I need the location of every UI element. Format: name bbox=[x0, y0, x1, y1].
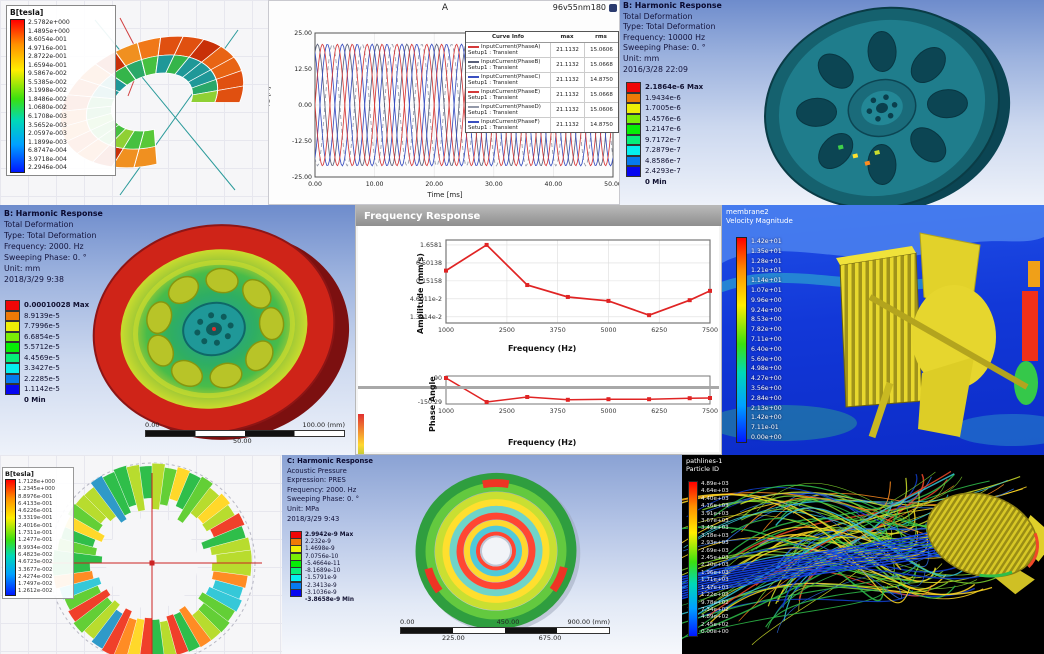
svg-text:4.6011e-2: 4.6011e-2 bbox=[410, 296, 442, 303]
curve-info-legend: Curve Info max rms InputCurrent(PhaseA) Setu… bbox=[465, 31, 619, 133]
acoustic-disc-render bbox=[415, 472, 581, 633]
pathlines-render bbox=[682, 470, 1044, 646]
svg-text:7500: 7500 bbox=[702, 327, 718, 334]
svg-text:0.50138: 0.50138 bbox=[416, 260, 442, 267]
model-badge-label: 96v55nm180 bbox=[552, 3, 606, 12]
model-icon bbox=[609, 3, 617, 12]
svg-text:-25.00: -25.00 bbox=[292, 174, 312, 181]
svg-text:50.00: 50.00 bbox=[604, 181, 620, 188]
panel-phase-currents: A 96v55nm180 25.00 12.50 0.00 -12.50 -25.00 0… bbox=[268, 0, 620, 205]
result-header: B: Harmonic Response Total Deformation T… bbox=[4, 209, 103, 284]
deformation-wheel-render bbox=[764, 6, 1011, 205]
panel-cfd-velocity: membrane2 Velocity Magnitude 1.42e+01 1.3… bbox=[722, 205, 1044, 455]
svg-text:6250: 6250 bbox=[651, 408, 667, 415]
svg-text:0.15158: 0.15158 bbox=[416, 278, 442, 285]
y-axis-label: Y1 [A] bbox=[268, 86, 272, 108]
svg-text:40.00: 40.00 bbox=[545, 181, 563, 188]
cfd-legend-title: membrane2 Velocity Magnitude bbox=[726, 208, 793, 225]
svg-text:25.00: 25.00 bbox=[294, 30, 312, 37]
flux-legend-scale: 1.7128e+000 1.2345e+000 8.8976e-001 6.4133e… bbox=[5, 479, 71, 596]
scale-ruler: 0.00 450.00 900.00 (mm) 225.00 675.00 bbox=[400, 618, 610, 642]
amplitude-axis-label: Amplitude (mm/s) bbox=[416, 253, 425, 334]
frequency-axis-label-2: Frequency (Hz) bbox=[508, 438, 577, 447]
svg-text:5000: 5000 bbox=[600, 408, 616, 415]
scale-ruler: 0.00 100.00 (mm) 50.00 bbox=[145, 421, 345, 445]
flux-legend: B[tesla] 2.5782e+000 1.4895e+000 8.6054e-0… bbox=[6, 5, 116, 176]
svg-text:6250: 6250 bbox=[651, 327, 667, 334]
svg-text:10.00: 10.00 bbox=[366, 181, 384, 188]
pathlines-legend-title: pathlines-1 Particle ID bbox=[686, 457, 723, 473]
legend-sliver bbox=[358, 414, 364, 454]
deformation-legend: 2.1864e-6 Max 1.9434e-6 1.7005e-6 1.4576e-6… bbox=[626, 82, 703, 187]
svg-text:-12.50: -12.50 bbox=[292, 138, 312, 145]
svg-text:1000: 1000 bbox=[438, 408, 454, 415]
svg-text:12.50: 12.50 bbox=[294, 66, 312, 73]
panel-maxwell-ring: B[tesla] 1.7128e+000 1.2345e+000 8.8976e-0… bbox=[0, 455, 282, 654]
cfd-field-render bbox=[722, 205, 1044, 446]
svg-text:2500: 2500 bbox=[499, 408, 515, 415]
result-header: C: Harmonic Response Acoustic Pressure E… bbox=[287, 457, 373, 523]
deformation-wheel-render bbox=[92, 224, 350, 440]
x-axis-label: Time [ms] bbox=[427, 191, 463, 199]
svg-text:3750: 3750 bbox=[550, 408, 566, 415]
particle-id-legend: 4.89e+03 4.64e+03 4.40e+03 4.16e+03 3.91e+03… bbox=[688, 481, 729, 637]
svg-text:90: 90 bbox=[434, 375, 442, 382]
flux-legend-title: B[tesla] bbox=[10, 8, 44, 17]
flux-legend-title: B[tesla] bbox=[5, 470, 34, 478]
freq-plot-area: 1000 2500 3750 5000 6250 7500 1.6581 0.50138 0.1… bbox=[358, 226, 719, 454]
panel-pathlines: pathlines-1 Particle ID 4.89e+03 4.64e+03… bbox=[682, 455, 1044, 654]
flux-legend-scale: 2.5782e+000 1.4895e+000 8.6054e-001 4.9716e… bbox=[10, 19, 112, 173]
window-titlebar: Frequency Response bbox=[356, 206, 721, 226]
panel-harmonic-10000: B: Harmonic Response Total Deformation T… bbox=[620, 0, 1044, 205]
svg-text:3750: 3750 bbox=[550, 327, 566, 334]
svg-text:7500: 7500 bbox=[702, 408, 718, 415]
svg-text:20.00: 20.00 bbox=[425, 181, 443, 188]
window-title: Frequency Response bbox=[364, 210, 481, 222]
frequency-response-charts: 1000 2500 3750 5000 6250 7500 1.6581 0.50138 0.1… bbox=[410, 239, 718, 415]
svg-text:1.3914e-2: 1.3914e-2 bbox=[410, 314, 442, 321]
svg-text:30.00: 30.00 bbox=[485, 181, 503, 188]
svg-text:5000: 5000 bbox=[600, 327, 616, 334]
svg-text:0.00: 0.00 bbox=[308, 181, 322, 188]
panel-harmonic-2000: B: Harmonic Response Total Deformation T… bbox=[0, 205, 355, 455]
model-badge: 96v55nm180 bbox=[553, 3, 617, 12]
window-splitter bbox=[358, 386, 719, 389]
plot-title: A bbox=[441, 3, 449, 13]
pressure-legend: 2.9942e-9 Max 2.232e-9 1.4698e-9 7.0756e-10… bbox=[290, 530, 354, 604]
panel-frequency-response: Frequency Response 1000 2500 3750 5000 6250 7… bbox=[355, 205, 722, 455]
svg-text:0.00: 0.00 bbox=[298, 102, 312, 109]
svg-text:1.6581: 1.6581 bbox=[420, 242, 442, 249]
phase-axis-label: Phase Angle bbox=[428, 376, 437, 432]
frequency-axis-label-1: Frequency (Hz) bbox=[508, 344, 577, 353]
result-header: B: Harmonic Response Total Deformation T… bbox=[623, 1, 722, 74]
svg-text:2500: 2500 bbox=[499, 327, 515, 334]
velocity-legend: 1.42e+01 1.35e+01 1.28e+01 1.21e+01 1.14e+01… bbox=[736, 237, 782, 443]
svg-text:-150.29: -150.29 bbox=[418, 399, 442, 406]
flux-legend: B[tesla] 1.7128e+000 1.2345e+000 8.8976e-0… bbox=[2, 467, 74, 599]
deformation-legend: 0.00010028 Max 8.9139e-5 7.7996e-5 6.6854e-… bbox=[5, 300, 89, 405]
panel-acoustic-pressure: C: Harmonic Response Acoustic Pressure E… bbox=[282, 455, 682, 654]
panel-maxwell-torus: B[tesla] 2.5782e+000 1.4895e+000 8.6054e-0… bbox=[0, 0, 268, 205]
svg-text:1000: 1000 bbox=[438, 327, 454, 334]
